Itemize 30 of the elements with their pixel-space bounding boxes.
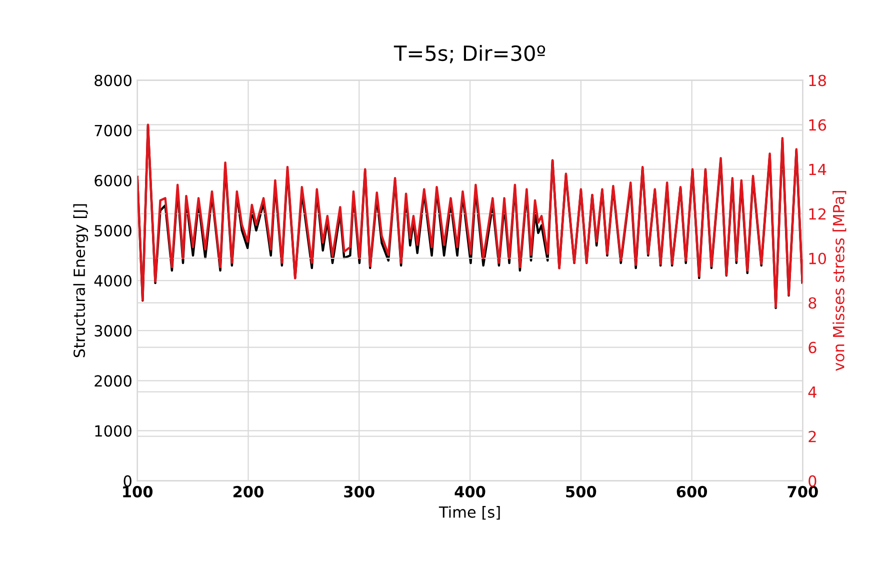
y-tick-label: 8000 <box>94 74 132 86</box>
y-tick-label: 3000 <box>94 325 132 337</box>
y2-tick-label: 0 <box>808 475 816 487</box>
y2-tick-label: 14 <box>809 164 826 176</box>
y2-tick-label: 8 <box>808 297 816 309</box>
y-tick-label: 6000 <box>94 174 132 186</box>
x-tick-label: 600 <box>676 486 708 498</box>
y2-axis-title: von Misses stress [MPa] <box>832 191 846 371</box>
y2-tick-label: 10 <box>809 252 826 264</box>
x-tick-label: 500 <box>566 486 596 498</box>
y-tick-label: 2000 <box>94 375 132 387</box>
x-tick-label: 400 <box>454 486 486 498</box>
y-tick-label: 4000 <box>94 274 132 287</box>
y-axis-title: Structural Energy [J] <box>73 204 88 358</box>
y2-tick-label: 18 <box>809 74 826 86</box>
x-tick-label: 200 <box>233 486 264 498</box>
x-tick-label: 100 <box>123 486 153 498</box>
y2-tick-label: 2 <box>808 430 816 442</box>
x-tick-label: 700 <box>788 486 818 498</box>
y-tick-label: 7000 <box>94 124 132 136</box>
y2-tick-label: 4 <box>808 386 816 398</box>
x-tick-label: 300 <box>344 486 374 498</box>
y-tick-label: 1000 <box>95 425 132 437</box>
chart-title: T=5s; Dir=30º <box>394 44 546 64</box>
y2-tick-label: 16 <box>809 119 826 131</box>
y2-tick-label: 6 <box>808 342 816 354</box>
x-axis-title: Time [s] <box>438 506 500 520</box>
y-tick-label: 5000 <box>94 224 132 236</box>
y2-tick-label: 12 <box>809 208 826 220</box>
y-tick-label: 0 <box>124 475 132 487</box>
